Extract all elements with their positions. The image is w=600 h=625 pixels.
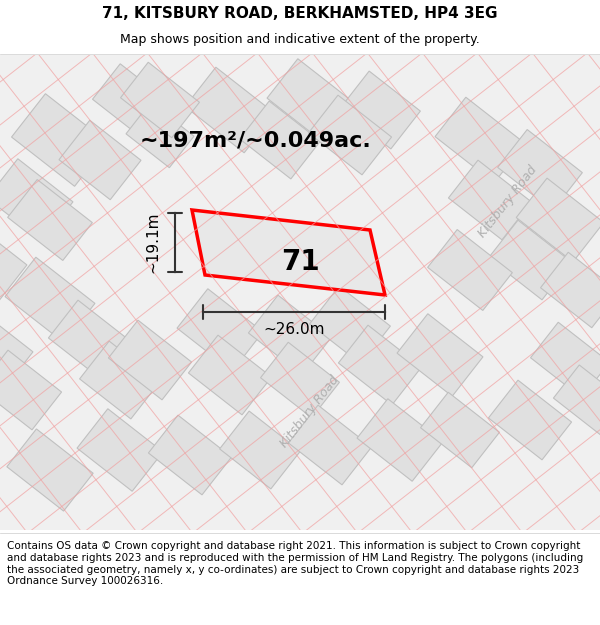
- Polygon shape: [126, 102, 194, 168]
- Text: ~19.1m: ~19.1m: [146, 212, 161, 273]
- Polygon shape: [497, 129, 583, 211]
- Polygon shape: [121, 62, 199, 138]
- Polygon shape: [188, 335, 272, 415]
- Text: 71, KITSBURY ROAD, BERKHAMSTED, HP4 3EG: 71, KITSBURY ROAD, BERKHAMSTED, HP4 3EG: [102, 6, 498, 21]
- Polygon shape: [0, 55, 600, 530]
- Polygon shape: [5, 258, 95, 343]
- Polygon shape: [239, 101, 320, 179]
- Polygon shape: [11, 94, 109, 186]
- Polygon shape: [0, 309, 33, 391]
- Polygon shape: [77, 409, 163, 491]
- Polygon shape: [8, 179, 92, 261]
- Polygon shape: [421, 392, 499, 468]
- Polygon shape: [397, 314, 483, 396]
- Text: ~197m²/~0.049ac.: ~197m²/~0.049ac.: [139, 130, 371, 150]
- Polygon shape: [435, 98, 525, 182]
- Polygon shape: [340, 71, 421, 149]
- Text: Kitsbury Road: Kitsbury Road: [278, 374, 342, 451]
- Polygon shape: [7, 429, 93, 511]
- Polygon shape: [92, 64, 167, 136]
- Text: Map shows position and indicative extent of the property.: Map shows position and indicative extent…: [120, 33, 480, 46]
- Polygon shape: [59, 120, 141, 200]
- Text: ~26.0m: ~26.0m: [263, 321, 325, 336]
- Polygon shape: [541, 253, 600, 328]
- Polygon shape: [177, 289, 263, 371]
- Polygon shape: [357, 399, 443, 481]
- Text: Kitsbury Road: Kitsbury Road: [476, 164, 540, 241]
- Polygon shape: [80, 341, 160, 419]
- Polygon shape: [260, 342, 340, 418]
- Polygon shape: [109, 320, 191, 400]
- Polygon shape: [0, 350, 62, 430]
- Polygon shape: [0, 159, 73, 241]
- Text: Contains OS data © Crown copyright and database right 2021. This information is : Contains OS data © Crown copyright and d…: [7, 541, 583, 586]
- Polygon shape: [289, 405, 371, 485]
- Polygon shape: [0, 216, 27, 304]
- Polygon shape: [49, 300, 131, 380]
- Polygon shape: [148, 415, 232, 495]
- Polygon shape: [192, 210, 385, 295]
- Polygon shape: [308, 95, 392, 175]
- Polygon shape: [310, 286, 391, 364]
- Polygon shape: [488, 380, 572, 460]
- Polygon shape: [448, 160, 532, 240]
- Text: 71: 71: [281, 248, 319, 276]
- Polygon shape: [516, 178, 600, 262]
- Polygon shape: [267, 59, 353, 141]
- Polygon shape: [428, 229, 512, 311]
- Polygon shape: [553, 365, 600, 435]
- Polygon shape: [530, 322, 600, 398]
- Polygon shape: [338, 325, 422, 405]
- Polygon shape: [220, 411, 301, 489]
- Polygon shape: [248, 295, 332, 375]
- Polygon shape: [185, 68, 275, 152]
- Polygon shape: [488, 220, 572, 300]
